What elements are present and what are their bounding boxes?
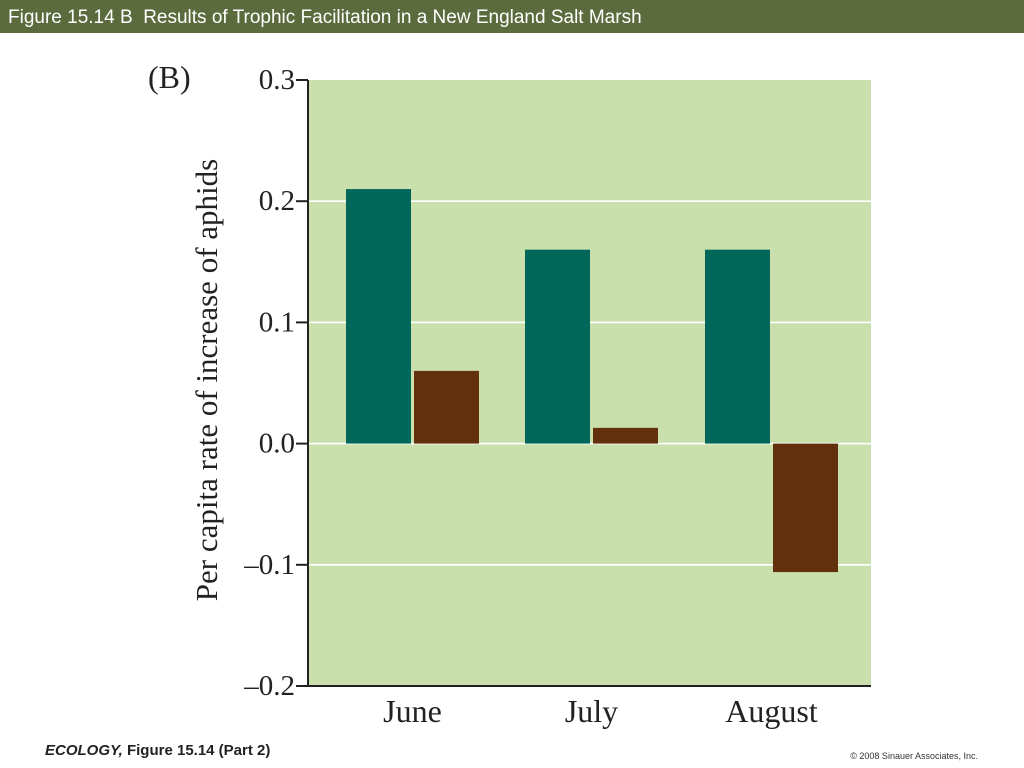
axes: 0.3 0.2 0.1 0.0 –0.1 –0.2 June July August [243, 64, 871, 729]
panel-label: (B) [148, 59, 191, 95]
bar-june-series-1 [346, 189, 411, 444]
x-tick-label-june: June [383, 693, 442, 729]
y-tick-label: 0.0 [259, 428, 295, 460]
bar-july-series-1 [525, 249, 590, 444]
bar-august-series-2 [773, 443, 838, 573]
footer-caption: ECOLOGY, Figure 15.14 (Part 2) [45, 742, 270, 759]
footer-figure-ref: Figure 15.14 (Part 2) [122, 742, 271, 759]
y-tick-label: 0.2 [259, 185, 295, 217]
copyright-notice: © 2008 Sinauer Associates, Inc. [850, 751, 978, 761]
bar-chart: 0.3 0.2 0.1 0.0 –0.1 –0.2 June July August (B) P… [148, 59, 871, 729]
x-tick-label-july: July [565, 693, 618, 729]
y-tick-label: –0.2 [243, 670, 295, 702]
bar-july-series-2 [593, 427, 658, 444]
y-tick-label: 0.3 [259, 64, 295, 96]
bars [346, 189, 838, 573]
slide-title: Figure 15.14 B Results of Trophic Facili… [8, 7, 642, 28]
bar-june-series-2 [414, 370, 479, 444]
y-tick-label: –0.1 [243, 549, 295, 581]
bar-august-series-1 [705, 249, 770, 444]
y-axis-label: Per capita rate of increase of aphids [189, 159, 224, 601]
footer-book-title: ECOLOGY, [45, 742, 123, 759]
title-bar: Figure 15.14 B Results of Trophic Facili… [0, 0, 1024, 33]
x-tick-label-august: August [725, 693, 818, 729]
y-tick-label: 0.1 [259, 306, 295, 338]
